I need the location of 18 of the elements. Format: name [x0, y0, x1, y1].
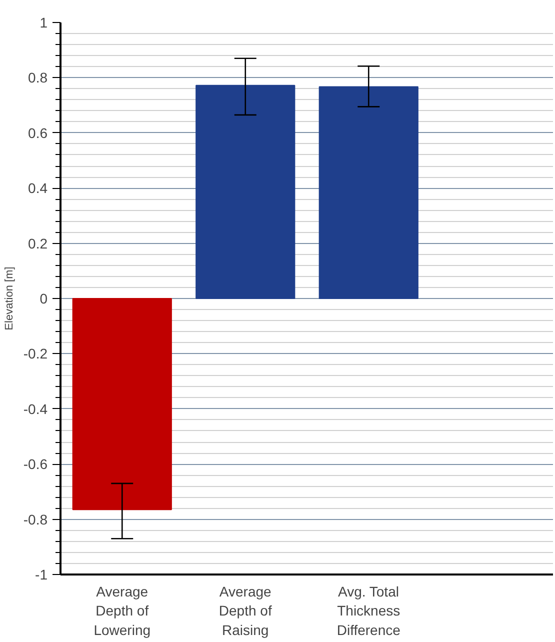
y-tick-label: 1	[40, 14, 48, 30]
y-tick-label: -1	[35, 566, 48, 582]
y-tick-label: -0.4	[23, 400, 48, 417]
y-axis-title: Elevation [m]	[3, 266, 16, 330]
x-tick-label: Avg. Total Thickness Difference	[336, 584, 401, 638]
bar	[196, 84, 296, 299]
y-tick-label: -0.6	[23, 456, 48, 472]
y-tick-label: -0.8	[23, 511, 48, 528]
y-tick-label: 0.6	[28, 124, 48, 141]
x-tick-label: Average Depth of Raising	[218, 584, 272, 638]
y-tick-label: 0.4	[28, 180, 48, 196]
x-tick-label: Average Depth of Lowering	[94, 584, 151, 638]
y-tick-label: -0.2	[23, 346, 48, 362]
bar	[72, 298, 172, 510]
y-tick-label: 0	[40, 290, 48, 306]
y-tick-label: 0.2	[28, 235, 48, 252]
bar	[318, 86, 418, 299]
y-tick-label: 0.8	[28, 70, 48, 86]
